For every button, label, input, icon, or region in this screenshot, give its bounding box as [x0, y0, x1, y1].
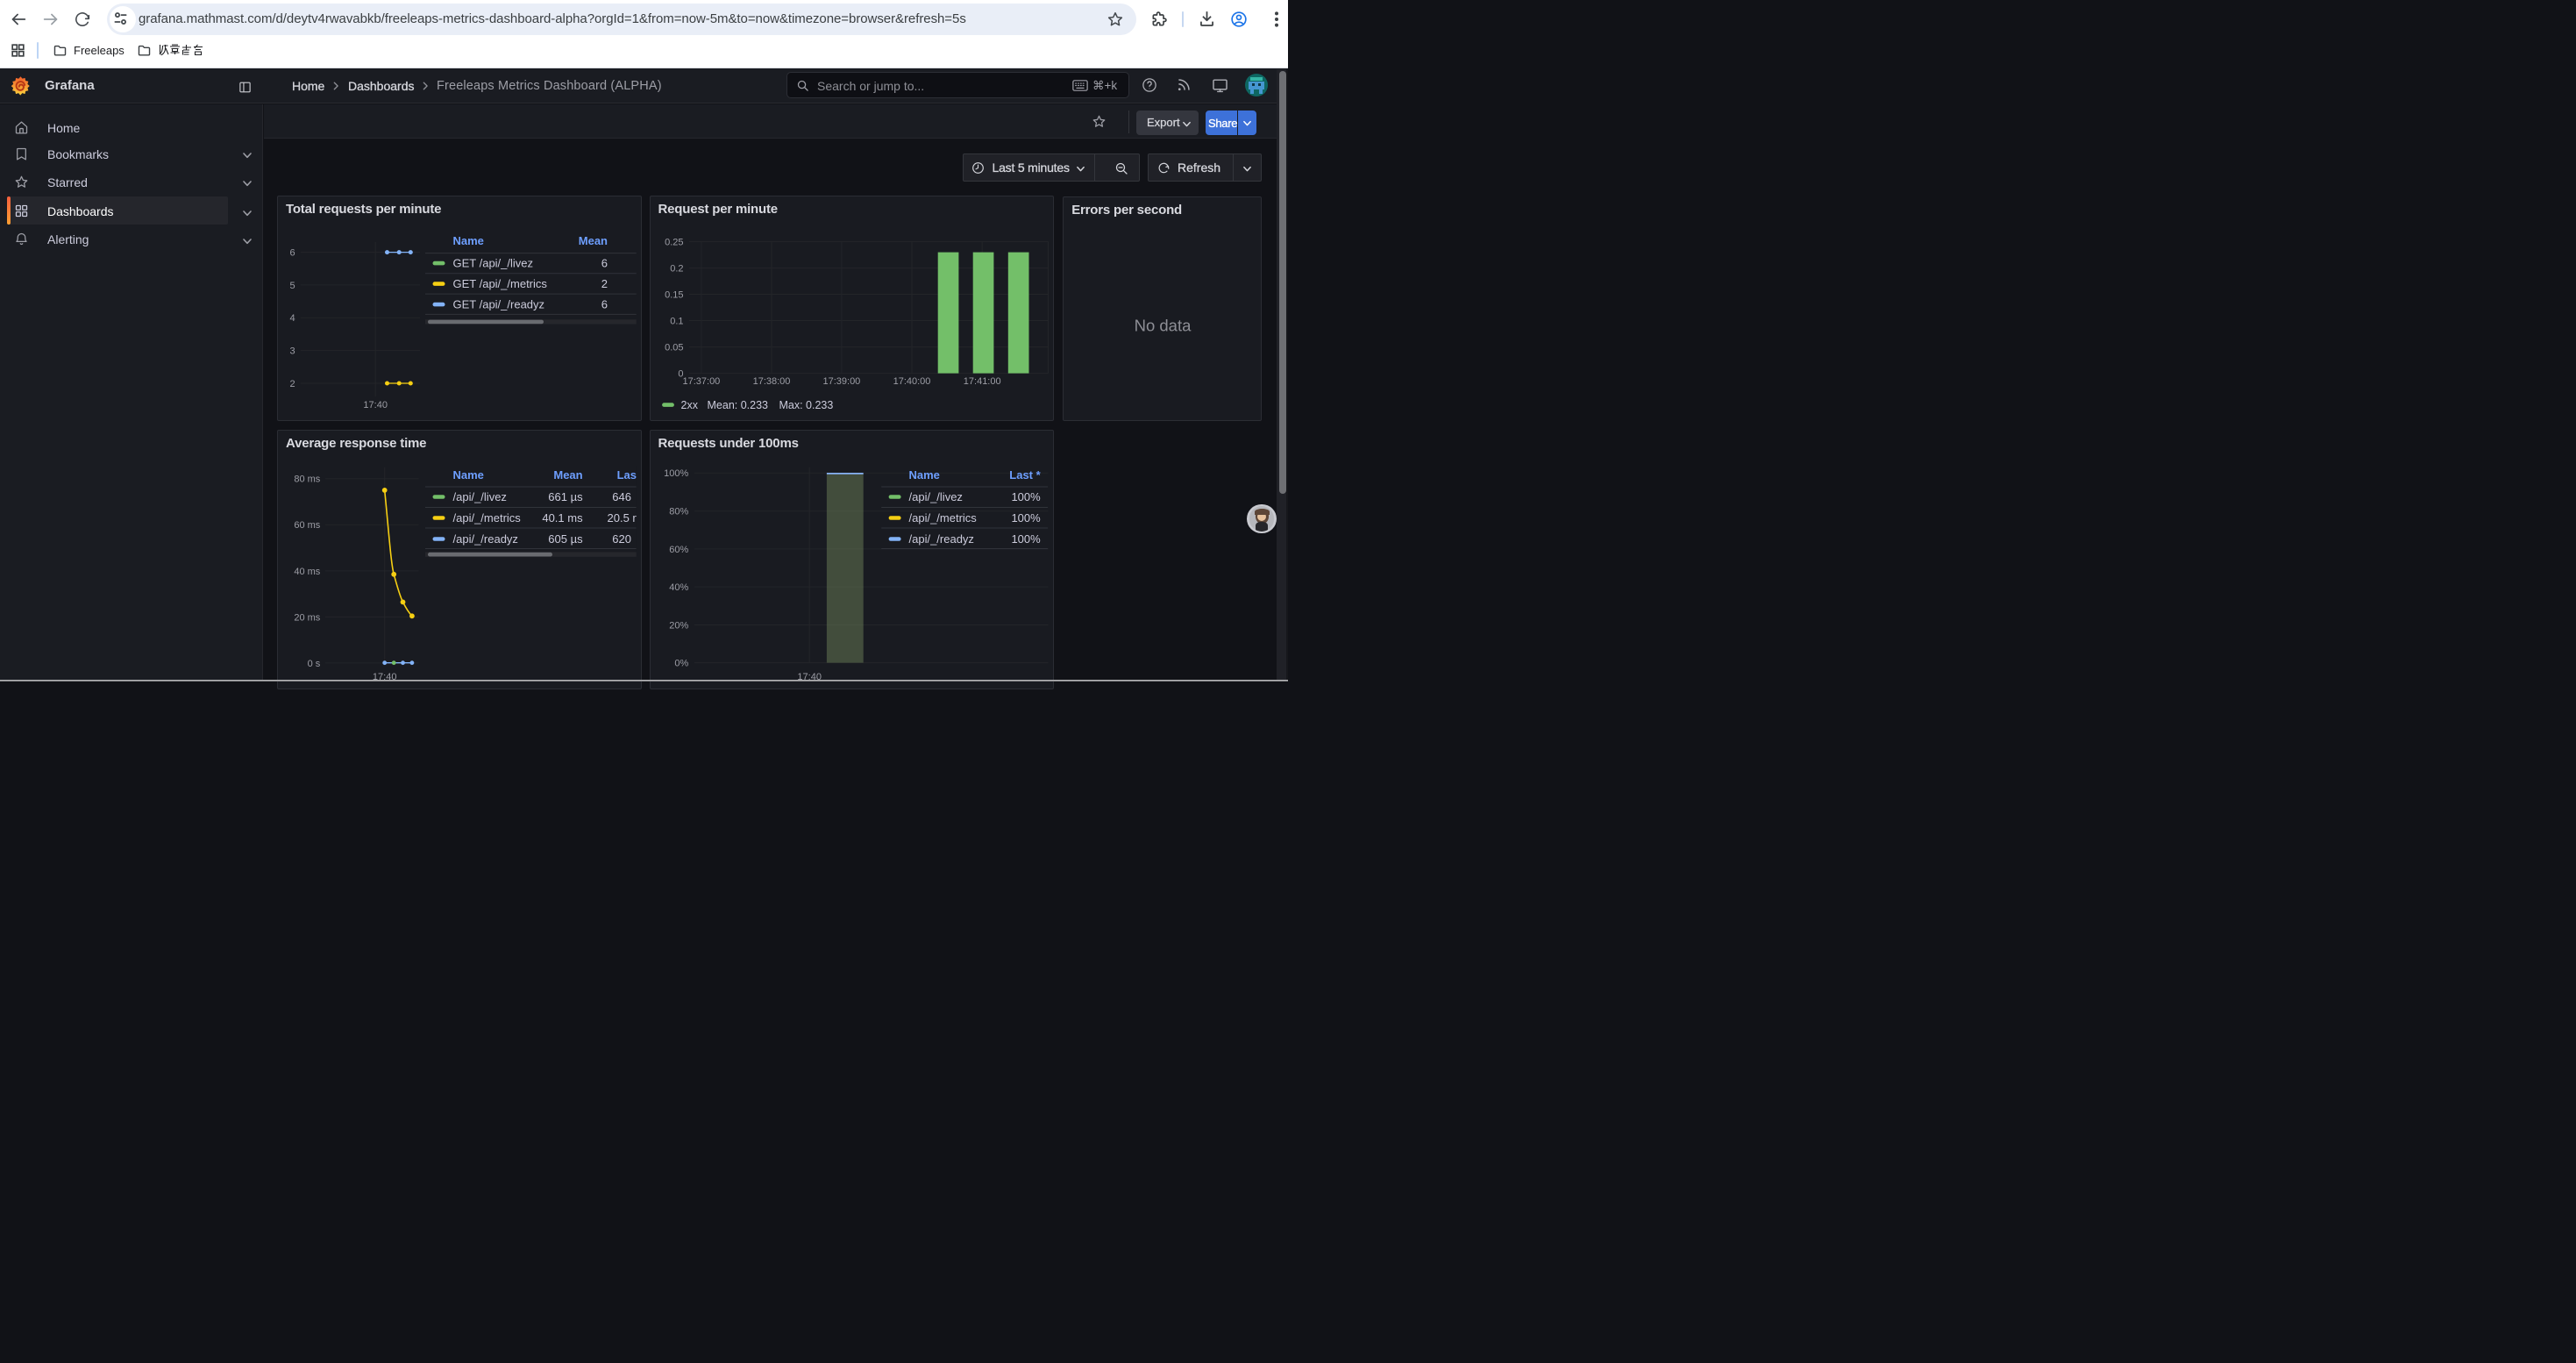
- svg-text:/api/_/metrics: /api/_/metrics: [453, 511, 522, 525]
- svg-text:605 µs: 605 µs: [548, 532, 583, 546]
- svg-text:0.1: 0.1: [670, 317, 683, 327]
- svg-text:100%: 100%: [1011, 490, 1041, 503]
- svg-text:20 ms: 20 ms: [294, 612, 320, 623]
- svg-text:Mean: Mean: [553, 468, 582, 482]
- svg-text:GET /api/_/metrics: GET /api/_/metrics: [453, 278, 548, 291]
- svg-text:No data: No data: [1135, 316, 1192, 334]
- svg-text:80 ms: 80 ms: [294, 474, 320, 484]
- svg-text:Mean: 0.233: Mean: 0.233: [707, 399, 768, 411]
- svg-text:17:38:00: 17:38:00: [752, 376, 790, 387]
- svg-text:646: 646: [612, 490, 631, 503]
- svg-text:0.05: 0.05: [665, 343, 683, 353]
- svg-text:40%: 40%: [669, 582, 688, 593]
- svg-text:100%: 100%: [1011, 532, 1041, 546]
- svg-text:Last *: Last *: [1009, 468, 1041, 482]
- svg-text:6: 6: [601, 257, 608, 270]
- svg-text:Name: Name: [908, 468, 939, 482]
- svg-text:661 µs: 661 µs: [548, 490, 583, 503]
- svg-text:0.2: 0.2: [670, 264, 683, 275]
- svg-text:17:40:00: 17:40:00: [893, 376, 930, 387]
- svg-text:Name: Name: [453, 234, 484, 247]
- svg-text:80%: 80%: [669, 506, 688, 517]
- svg-text:0%: 0%: [674, 658, 688, 668]
- svg-text:100%: 100%: [1011, 511, 1041, 525]
- svg-text:2: 2: [601, 278, 608, 291]
- svg-text:0.15: 0.15: [665, 290, 683, 301]
- svg-text:17:41:00: 17:41:00: [963, 376, 1000, 387]
- svg-text:/api/_/readyz: /api/_/readyz: [908, 532, 973, 546]
- svg-text:60%: 60%: [669, 544, 688, 554]
- svg-text:GET /api/_/livez: GET /api/_/livez: [453, 257, 534, 270]
- svg-text:6: 6: [601, 298, 608, 311]
- svg-text:4: 4: [289, 314, 295, 325]
- svg-text:17:39:00: 17:39:00: [822, 376, 860, 387]
- svg-text:0: 0: [678, 369, 683, 380]
- svg-text:17:37:00: 17:37:00: [682, 376, 720, 387]
- svg-text:/api/_/livez: /api/_/livez: [908, 490, 962, 503]
- svg-text:2: 2: [289, 379, 295, 389]
- svg-text:100%: 100%: [664, 468, 688, 479]
- svg-text:Last *: Last *: [617, 468, 641, 482]
- svg-text:Mean: Mean: [579, 234, 608, 247]
- svg-text:2xx: 2xx: [680, 399, 698, 411]
- svg-text:17:40: 17:40: [363, 400, 388, 410]
- svg-text:40.1 ms: 40.1 ms: [542, 511, 583, 525]
- svg-text:Name: Name: [453, 468, 484, 482]
- svg-text:620: 620: [612, 532, 631, 546]
- svg-text:20%: 20%: [669, 620, 688, 631]
- svg-text:3: 3: [289, 346, 295, 357]
- svg-text:5: 5: [289, 281, 295, 291]
- svg-text:Max: 0.233: Max: 0.233: [779, 399, 833, 411]
- svg-text:0.25: 0.25: [665, 238, 683, 248]
- svg-text:20.5 ms: 20.5 ms: [608, 511, 642, 525]
- svg-text:6: 6: [289, 248, 295, 259]
- svg-text:/api/_/metrics: /api/_/metrics: [908, 511, 977, 525]
- svg-text:60 ms: 60 ms: [294, 520, 320, 531]
- svg-text:/api/_/readyz: /api/_/readyz: [453, 532, 518, 546]
- svg-text:GET /api/_/readyz: GET /api/_/readyz: [453, 298, 545, 311]
- svg-text:0 s: 0 s: [308, 658, 321, 668]
- svg-text:/api/_/livez: /api/_/livez: [453, 490, 507, 503]
- svg-text:40 ms: 40 ms: [294, 566, 320, 576]
